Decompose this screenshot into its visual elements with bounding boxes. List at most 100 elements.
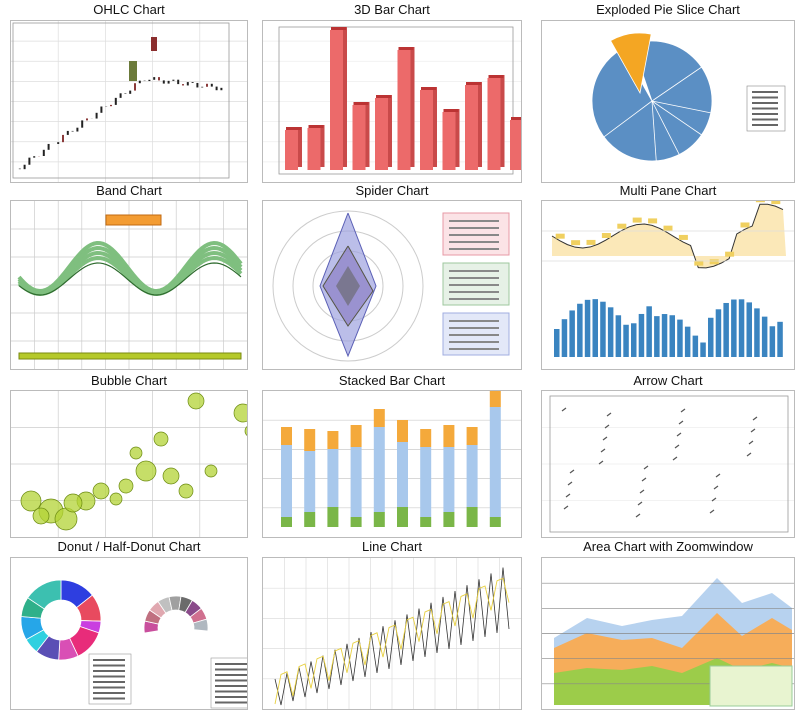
chart-card[interactable]: Line Chart bbox=[262, 539, 522, 710]
label-tag bbox=[555, 233, 565, 239]
slice-edge bbox=[651, 66, 702, 102]
legend-line bbox=[93, 681, 125, 683]
chart-thumbnail bbox=[10, 20, 248, 183]
card-title: Multi Pane Chart bbox=[619, 183, 717, 198]
chart-card[interactable]: Arrow Chart bbox=[541, 373, 795, 538]
chart-thumbnail bbox=[262, 200, 522, 370]
label-tag bbox=[617, 223, 627, 229]
spider-ring bbox=[272, 210, 424, 362]
chart-card[interactable]: Spider Chart bbox=[262, 183, 522, 370]
legend-box bbox=[88, 653, 132, 705]
bar bbox=[684, 326, 691, 357]
chart-card[interactable]: 3D Bar Chart bbox=[262, 2, 522, 183]
segment bbox=[281, 517, 292, 527]
slice-edge bbox=[651, 100, 680, 155]
bubble bbox=[244, 426, 247, 436]
arrow bbox=[635, 513, 641, 518]
card-title: 3D Bar Chart bbox=[354, 2, 430, 17]
label-tag bbox=[648, 218, 658, 224]
segment bbox=[350, 447, 362, 517]
chart-card[interactable]: Band Chart bbox=[10, 183, 248, 370]
bar bbox=[731, 299, 737, 357]
segment bbox=[397, 420, 408, 442]
slice bbox=[192, 618, 209, 632]
segment bbox=[304, 429, 316, 451]
arrow bbox=[750, 428, 756, 433]
card-title: OHLC Chart bbox=[93, 2, 165, 17]
bar-top bbox=[511, 117, 521, 120]
bar bbox=[330, 30, 343, 170]
chart-card[interactable]: Area Chart with Zoomwindow bbox=[541, 539, 795, 710]
chart-card[interactable]: OHLC Chart bbox=[10, 2, 248, 183]
segment bbox=[304, 451, 316, 512]
chart-card[interactable]: Multi Pane Chart bbox=[541, 183, 795, 370]
label-tag bbox=[755, 201, 765, 203]
bar bbox=[510, 120, 521, 170]
segment bbox=[489, 407, 501, 517]
bar-side bbox=[410, 47, 415, 167]
arrow bbox=[606, 412, 612, 417]
legend-line bbox=[752, 118, 778, 121]
bar bbox=[397, 50, 411, 170]
segment bbox=[327, 449, 339, 507]
bar bbox=[592, 299, 598, 357]
slice-edge bbox=[651, 100, 657, 161]
segment bbox=[397, 507, 408, 527]
chart-card[interactable]: Stacked Bar Chart bbox=[262, 373, 522, 538]
slice-edge bbox=[651, 100, 711, 114]
segment bbox=[443, 512, 455, 527]
card-title: Bubble Chart bbox=[91, 373, 167, 388]
segment bbox=[304, 512, 316, 527]
arrow bbox=[676, 432, 682, 437]
chart-thumbnail bbox=[10, 557, 248, 710]
segment bbox=[281, 445, 292, 517]
legend-line bbox=[752, 124, 778, 126]
bar bbox=[754, 308, 760, 357]
arrow bbox=[748, 440, 754, 445]
arrow bbox=[643, 465, 649, 470]
legend-line bbox=[215, 696, 247, 698]
bar bbox=[723, 302, 729, 357]
legend-line bbox=[449, 241, 499, 243]
bubble bbox=[129, 446, 143, 460]
arrow bbox=[602, 436, 608, 441]
bar-top bbox=[308, 125, 324, 128]
candle bbox=[151, 37, 157, 51]
bar-side bbox=[343, 27, 347, 167]
bar bbox=[677, 319, 683, 357]
arrow bbox=[672, 456, 678, 461]
chart-thumbnail bbox=[10, 200, 248, 370]
legend-box bbox=[210, 657, 247, 709]
thumbnail-graphic bbox=[11, 391, 247, 537]
legend-line bbox=[215, 701, 247, 704]
arrow bbox=[598, 460, 604, 465]
bubble bbox=[63, 493, 83, 513]
arrow bbox=[604, 424, 610, 429]
bar-side bbox=[433, 87, 437, 167]
chart-card[interactable]: Bubble Chart bbox=[10, 373, 248, 538]
segment bbox=[420, 447, 432, 517]
legend-line bbox=[93, 659, 125, 661]
segment bbox=[489, 391, 501, 407]
bar bbox=[738, 299, 745, 357]
spider-area bbox=[336, 266, 360, 306]
bar bbox=[746, 302, 752, 357]
chart-card[interactable]: Donut / Half-Donut Chart bbox=[10, 539, 248, 710]
chart-thumbnail bbox=[262, 390, 522, 538]
bar bbox=[352, 105, 366, 170]
label-tag bbox=[694, 260, 704, 266]
arrow bbox=[746, 452, 752, 457]
legend-line bbox=[449, 327, 499, 329]
bar-top bbox=[286, 127, 301, 130]
segment bbox=[466, 445, 478, 507]
thumbnail-graphic bbox=[20, 579, 247, 709]
legend-line bbox=[215, 668, 247, 671]
legend-line bbox=[449, 248, 499, 250]
band-line bbox=[18, 262, 242, 296]
chart-card[interactable]: Exploded Pie Slice Chart bbox=[541, 2, 795, 183]
bar bbox=[285, 130, 298, 170]
legend-line bbox=[449, 298, 499, 300]
label-tag bbox=[725, 251, 735, 257]
plot-frame bbox=[278, 26, 514, 175]
segment bbox=[466, 427, 478, 445]
